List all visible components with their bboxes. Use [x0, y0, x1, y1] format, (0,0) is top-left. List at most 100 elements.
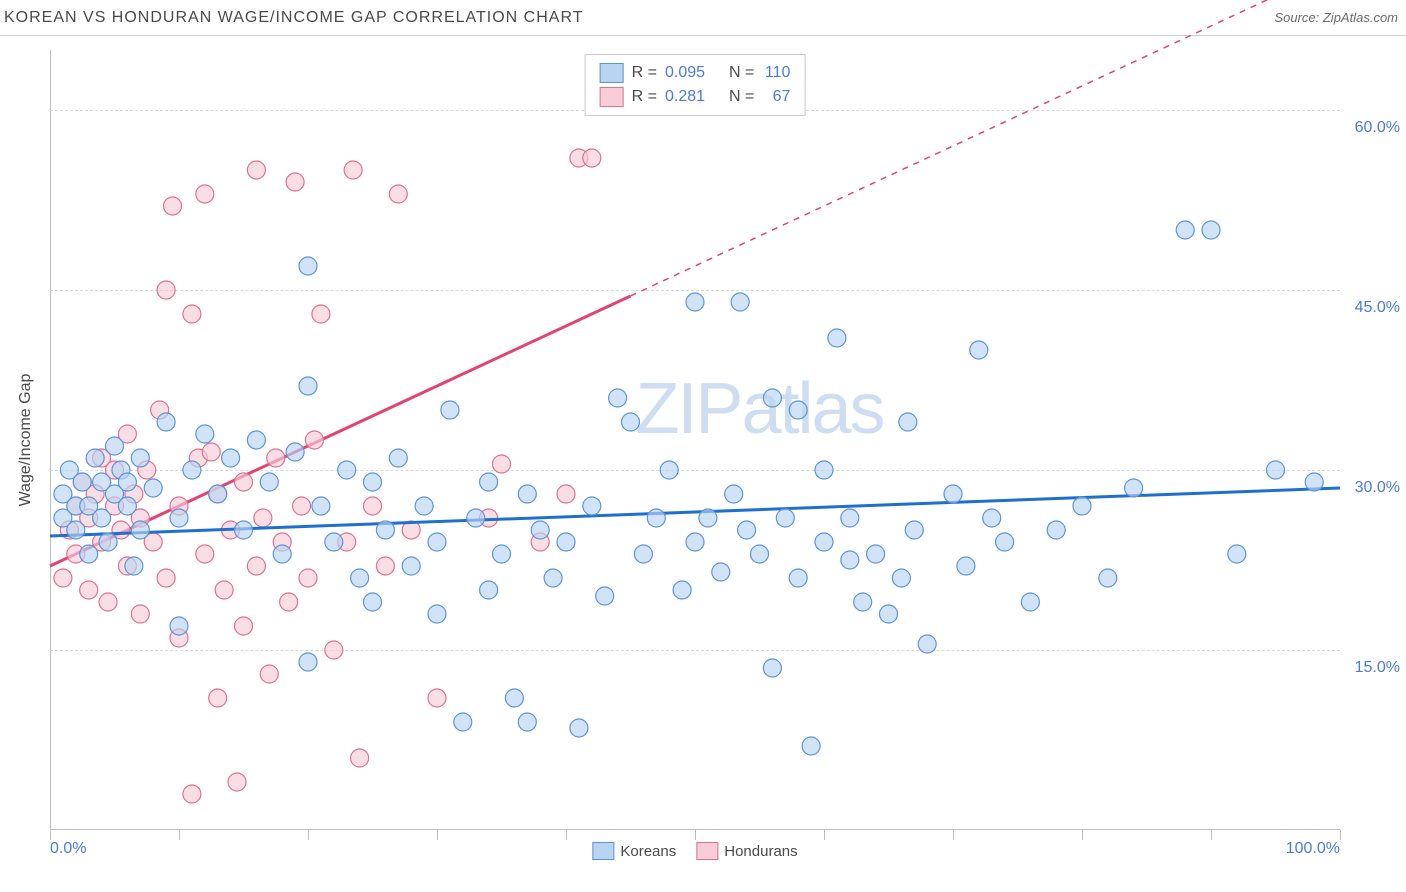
- koreans-point: [892, 569, 910, 587]
- koreans-point: [815, 533, 833, 551]
- y-axis-label: Wage/Income Gap: [17, 374, 35, 507]
- legend-top-row: R =0.095N =110: [600, 61, 791, 85]
- hondurans-point: [247, 161, 265, 179]
- koreans-point: [402, 557, 420, 575]
- source-label: Source: ZipAtlas.com: [1274, 10, 1398, 25]
- koreans-point: [93, 509, 111, 527]
- koreans-point: [957, 557, 975, 575]
- x-tick-mark: [179, 830, 180, 840]
- koreans-point: [1176, 221, 1194, 239]
- koreans-point: [454, 713, 472, 731]
- koreans-point: [118, 473, 136, 491]
- koreans-point: [325, 533, 343, 551]
- koreans-point: [712, 563, 730, 581]
- hondurans-point: [183, 305, 201, 323]
- plot-area: Wage/Income Gap ZIPatlas R =0.095N =110R…: [50, 50, 1340, 830]
- legend-r-label: R =: [632, 85, 657, 109]
- koreans-point: [106, 437, 124, 455]
- y-tick-label: 15.0%: [1345, 659, 1400, 677]
- koreans-point: [99, 533, 117, 551]
- koreans-point: [944, 485, 962, 503]
- legend-r-value: 0.281: [665, 85, 705, 109]
- hondurans-point: [209, 689, 227, 707]
- x-tick-label: 100.0%: [1286, 840, 1340, 858]
- hondurans-point: [131, 605, 149, 623]
- legend-bottom-item: Hondurans: [696, 842, 797, 860]
- koreans-point: [686, 533, 704, 551]
- koreans-point: [854, 593, 872, 611]
- koreans-point: [776, 509, 794, 527]
- legend-top: R =0.095N =110R =0.281N =67: [585, 54, 806, 116]
- hondurans-point: [299, 569, 317, 587]
- koreans-point: [170, 617, 188, 635]
- koreans-point: [544, 569, 562, 587]
- hondurans-point: [235, 473, 253, 491]
- koreans-point: [131, 449, 149, 467]
- hondurans-point: [54, 569, 72, 587]
- legend-swatch-blue: [592, 842, 614, 860]
- plot-svg: [50, 50, 1340, 830]
- koreans-point: [841, 551, 859, 569]
- x-tick-mark: [1340, 830, 1341, 840]
- koreans-point: [557, 533, 575, 551]
- koreans-point: [389, 449, 407, 467]
- koreans-point: [131, 521, 149, 539]
- chart-container: { "title": "KOREAN VS HONDURAN WAGE/INCO…: [0, 0, 1406, 892]
- koreans-point: [415, 497, 433, 515]
- koreans-point: [144, 479, 162, 497]
- koreans-point: [983, 509, 1001, 527]
- koreans-point: [441, 401, 459, 419]
- legend-swatch-pink: [696, 842, 718, 860]
- koreans-point: [118, 497, 136, 515]
- koreans-point: [763, 659, 781, 677]
- koreans-point: [364, 593, 382, 611]
- koreans-point: [531, 521, 549, 539]
- x-tick-mark: [437, 830, 438, 840]
- hondurans-point: [325, 641, 343, 659]
- hondurans-point: [157, 281, 175, 299]
- koreans-point: [299, 653, 317, 671]
- hondurans-point: [157, 569, 175, 587]
- koreans-point: [867, 545, 885, 563]
- x-tick-mark: [1082, 830, 1083, 840]
- legend-top-row: R =0.281N =67: [600, 85, 791, 109]
- koreans-point: [1125, 479, 1143, 497]
- koreans-point: [183, 461, 201, 479]
- koreans-point: [828, 329, 846, 347]
- chart-title: KOREAN VS HONDURAN WAGE/INCOME GAP CORRE…: [4, 9, 583, 27]
- koreans-point: [505, 689, 523, 707]
- legend-swatch-pink: [600, 87, 624, 107]
- x-tick-mark: [824, 830, 825, 840]
- koreans-point: [751, 545, 769, 563]
- hondurans-point: [286, 173, 304, 191]
- koreans-point: [583, 497, 601, 515]
- hondurans-point: [344, 161, 362, 179]
- koreans-point: [1267, 461, 1285, 479]
- hondurans-point: [254, 509, 272, 527]
- x-tick-mark: [695, 830, 696, 840]
- hondurans-point: [293, 497, 311, 515]
- koreans-point: [647, 509, 665, 527]
- koreans-point: [338, 461, 356, 479]
- koreans-point: [1073, 497, 1091, 515]
- koreans-point: [312, 497, 330, 515]
- hondurans-point: [215, 581, 233, 599]
- koreans-point: [480, 581, 498, 599]
- koreans-point: [247, 431, 265, 449]
- koreans-point: [222, 449, 240, 467]
- koreans-point: [918, 635, 936, 653]
- hondurans-point: [583, 149, 601, 167]
- koreans-point: [789, 401, 807, 419]
- koreans-point: [596, 587, 614, 605]
- koreans-point: [699, 509, 717, 527]
- hondurans-point: [164, 197, 182, 215]
- koreans-point: [125, 557, 143, 575]
- legend-n-value: 67: [762, 85, 790, 109]
- hondurans-point: [557, 485, 575, 503]
- y-tick-label: 60.0%: [1345, 119, 1400, 137]
- koreans-point: [1099, 569, 1117, 587]
- koreans-point: [493, 545, 511, 563]
- koreans-point: [725, 485, 743, 503]
- koreans-point: [157, 413, 175, 431]
- koreans-point: [763, 389, 781, 407]
